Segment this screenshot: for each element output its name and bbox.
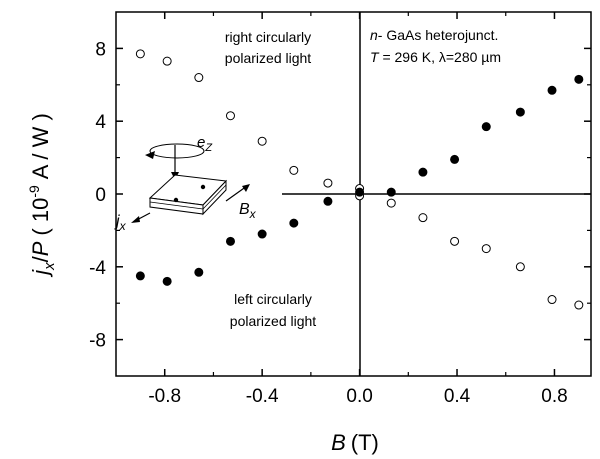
data-point-open bbox=[515, 262, 525, 272]
data-point-filled bbox=[225, 236, 235, 246]
field-arrow-line bbox=[225, 185, 248, 202]
contact-dot bbox=[173, 197, 179, 203]
ez-label: eZ bbox=[197, 134, 213, 154]
data-point-filled bbox=[289, 218, 299, 228]
y-tick-label: 4 bbox=[95, 112, 106, 133]
data-point-open bbox=[135, 49, 145, 59]
y-tick-label: -8 bbox=[89, 331, 106, 352]
bx-label: Bx bbox=[239, 201, 257, 221]
data-point-open bbox=[574, 300, 584, 310]
rotation-arrowhead bbox=[145, 151, 155, 159]
y-axis-label: jx/P( 10-9A / W ) bbox=[26, 113, 58, 278]
x-tick-label: 0.8 bbox=[541, 386, 567, 407]
sample-layer-line-side bbox=[202, 184, 227, 210]
data-point-filled bbox=[418, 167, 428, 177]
data-point-filled bbox=[355, 187, 365, 197]
data-point-filled bbox=[386, 187, 396, 197]
data-point-open bbox=[225, 111, 235, 121]
data-point-open bbox=[386, 198, 396, 208]
y-tick-label: -4 bbox=[89, 258, 106, 279]
data-point-open bbox=[162, 56, 172, 66]
data-point-filled bbox=[547, 85, 557, 95]
data-point-open bbox=[450, 236, 460, 246]
data-point-open bbox=[481, 244, 491, 254]
data-point-filled bbox=[574, 74, 584, 84]
x-tick-label: 0.0 bbox=[346, 386, 372, 407]
contact-dot bbox=[200, 184, 206, 190]
x-tick-label: -0.4 bbox=[246, 386, 279, 407]
x-tick-label: 0.4 bbox=[444, 386, 471, 407]
annotation-right-circular: right circularly polarized light bbox=[225, 29, 311, 66]
rotation-ellipse bbox=[149, 143, 205, 159]
current-arrowhead bbox=[131, 216, 140, 223]
data-point-filled bbox=[162, 276, 172, 286]
annotation-sample-info: n- GaAs heterojunct. T = 296 K, λ=280 µm bbox=[370, 27, 501, 65]
y-tick-label: 8 bbox=[95, 39, 106, 60]
annotation-left-line1: left circularly bbox=[234, 291, 312, 307]
data-point-open bbox=[547, 295, 557, 305]
data-point-filled bbox=[135, 271, 145, 281]
x-tick-label: -0.8 bbox=[148, 386, 181, 407]
data-point-filled bbox=[450, 154, 460, 164]
annotation-right-line2: polarized light bbox=[225, 50, 311, 66]
data-point-filled bbox=[481, 122, 491, 132]
jx-label: jx bbox=[114, 213, 127, 233]
data-point-filled bbox=[194, 267, 204, 277]
data-point-filled bbox=[323, 196, 333, 206]
data-points bbox=[135, 49, 584, 310]
data-point-open bbox=[194, 73, 204, 83]
data-point-open bbox=[323, 178, 333, 188]
annotation-left-line2: polarized light bbox=[230, 313, 316, 329]
data-point-open bbox=[289, 165, 299, 175]
annotation-left-circular: left circularly polarized light bbox=[230, 291, 316, 329]
sample-label: n- GaAs heterojunct. bbox=[370, 27, 498, 43]
data-point-filled bbox=[257, 229, 267, 239]
data-point-open bbox=[418, 213, 428, 223]
conditions-label: T = 296 K, λ=280 µm bbox=[370, 49, 501, 65]
axis-ticks: -0.8 -0.4 0.0 0.4 0.8 -8 -4 0 4 8 bbox=[89, 12, 591, 407]
sample-layer-line bbox=[149, 201, 204, 210]
y-tick-label: 0 bbox=[95, 185, 106, 206]
data-point-filled bbox=[515, 107, 525, 117]
field-arrowhead bbox=[242, 184, 250, 192]
data-point-open bbox=[257, 136, 267, 146]
sample-inset-sketch: eZ Bx jx bbox=[114, 134, 257, 233]
x-axis-label: B (T) bbox=[331, 430, 379, 455]
annotation-right-line1: right circularly bbox=[225, 29, 311, 45]
